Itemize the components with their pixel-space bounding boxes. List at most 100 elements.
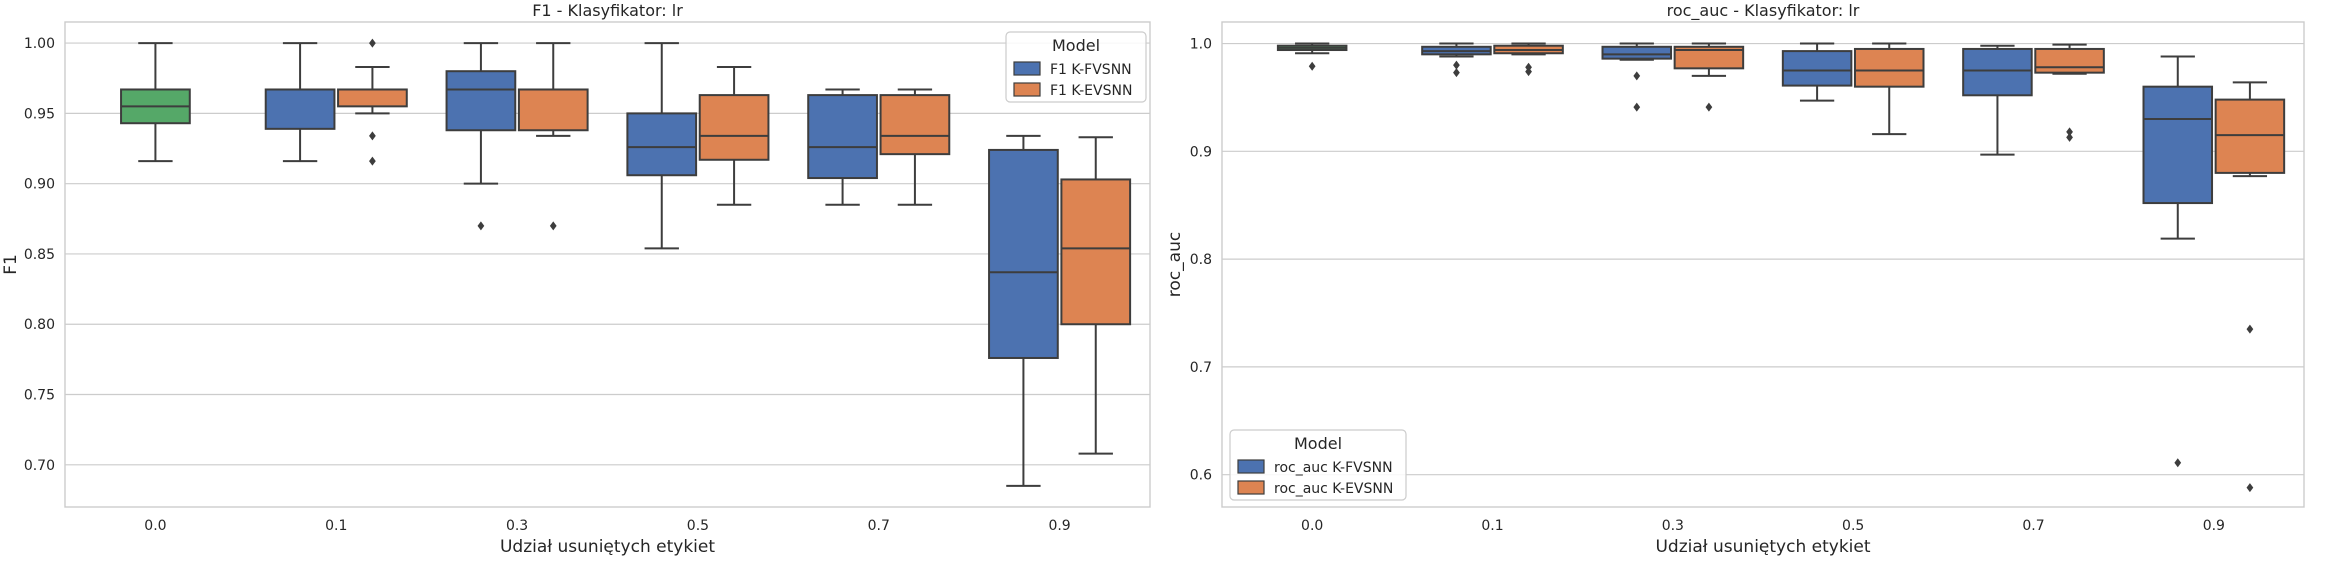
box-roc_auc-k-fvsnn-0.7 (1962, 44, 2033, 156)
box-flier (2246, 324, 2254, 334)
legend-entry: F1 K-EVSNN (1050, 83, 1132, 99)
box-iqr (517, 88, 589, 132)
x-axis-label: Udział usuniętych etykiet (1655, 537, 1870, 557)
box-flier (1308, 61, 1316, 71)
y-axis-label: roc_auc (1165, 232, 1185, 297)
box-iqr (626, 112, 698, 177)
x-tick-label: 0.5 (1842, 518, 1864, 534)
box-f1-k-evsnn-0.5 (698, 65, 770, 206)
box-f1-k-evsnn-0.1 (337, 38, 408, 166)
box-iqr (2034, 47, 2105, 74)
y-tick-label: 0.85 (24, 247, 55, 263)
box-roc_auc-k-fvsnn-0.1 (1421, 42, 1492, 78)
x-tick-label: 0.3 (506, 518, 528, 534)
box-roc_auc-k-fvsnn-0.3 (1601, 42, 1673, 112)
box-flier (369, 131, 376, 141)
box-roc_auc-k-evsnn-0.9 (2214, 81, 2286, 493)
box-flier (1525, 62, 1532, 72)
legend-entry: F1 K-FVSNN (1050, 62, 1132, 78)
box-flier (1453, 60, 1460, 70)
legend-swatch (1237, 459, 1265, 474)
x-tick-label: 0.7 (2022, 518, 2044, 534)
box-f1-k-evsnn-0.9 (1060, 136, 1132, 455)
box-flier (369, 156, 376, 166)
box-flier (2066, 132, 2073, 142)
box-flier (1453, 68, 1460, 78)
box-iqr (1853, 47, 1925, 88)
box-flier (2174, 458, 2182, 468)
box-f1-k-fvsnn-0.9 (988, 134, 1059, 487)
box-flier (2246, 483, 2254, 493)
box-roc_auc-k-fvsnn-0.9 (2142, 55, 2214, 468)
y-tick-label: 0.90 (24, 177, 55, 193)
x-tick-label: 0.9 (2203, 518, 2225, 534)
box-iqr (264, 88, 336, 130)
box-flier (549, 221, 557, 231)
box-roc_auc-k-evsnn-0.1 (1493, 42, 1564, 77)
box-flier (477, 221, 485, 231)
x-tick-label: 0.5 (687, 518, 709, 534)
y-tick-label: 0.7 (1190, 360, 1212, 376)
box-iqr (2142, 85, 2214, 205)
box-iqr (1781, 50, 1853, 87)
legend-swatch (1013, 82, 1041, 97)
box-iqr (337, 88, 408, 108)
box-flier (1633, 71, 1641, 81)
y-tick-label: 0.9 (1190, 144, 1212, 160)
box-f1-k-fvsnn-0.3 (445, 42, 517, 231)
box-f1-k-fvsnn-0.1 (264, 42, 336, 163)
chart-roc-auc: 0.6 0.7 0.8 0.9 1.0 0.0 0.1 0.3 0.5 0.7 0.9 roc_auc… (1165, 1, 2305, 557)
legend: Model F1 K-FVSNN F1 K-EVSNN (1005, 31, 1147, 103)
box-iqr (879, 94, 951, 156)
y-tick-label: 0.75 (24, 388, 55, 404)
box-iqr (1673, 45, 1745, 70)
y-tick-label: 0.95 (24, 106, 55, 122)
x-tick-label: 0.1 (1481, 518, 1503, 534)
box-flier (1705, 102, 1713, 112)
box-roc_auc-k-evsnn-0.7 (2034, 43, 2105, 142)
y-tick-label: 0.70 (24, 458, 55, 474)
x-tick-label: 0.9 (1048, 518, 1070, 534)
x-tick-label: 0.3 (1662, 518, 1684, 534)
plot-frame (1221, 21, 2305, 508)
box-roc_auc-k-evsnn-0.3 (1673, 42, 1745, 112)
box-roc_auc-k-evsnn-0.5 (1853, 42, 1925, 136)
legend-entry: roc_auc K-FVSNN (1274, 460, 1393, 476)
legend-frame (1229, 429, 1407, 501)
box-f1-k-fvsnn-0.7 (807, 88, 878, 206)
x-axis-label: Udział usuniętych etykiet (500, 537, 715, 557)
box-iqr (807, 94, 878, 180)
box-iqr (445, 70, 517, 132)
box-f1-k-evsnn-0.7 (879, 88, 951, 206)
y-tick-label: 1.0 (1190, 37, 1212, 53)
box-flier (2066, 127, 2073, 137)
legend: Model roc_auc K-FVSNN roc_auc K-EVSNN (1229, 429, 1407, 501)
box-f1-k-fvsnn-0.5 (626, 42, 698, 250)
y-tick-label: 0.80 (24, 317, 55, 333)
box-flier (1633, 102, 1641, 112)
legend-swatch (1013, 61, 1041, 76)
box-f1-k-evsnn-0.3 (517, 42, 589, 231)
plot-frame (64, 21, 1151, 508)
box-iqr (1962, 47, 2033, 97)
y-tick-label: 1.00 (24, 36, 55, 52)
legend-entry: roc_auc K-EVSNN (1274, 481, 1393, 497)
x-tick-label: 0.0 (1301, 518, 1323, 534)
box-0.0 (120, 42, 191, 163)
y-tick-label: 0.6 (1190, 468, 1212, 484)
chart-f1: 0.70 0.75 0.80 0.85 0.90 0.95 1.00 0.0 0.1 0.3 0.5… (1, 1, 1151, 557)
legend-frame (1005, 31, 1147, 103)
box-0.0 (1276, 42, 1348, 71)
y-tick-label: 0.8 (1190, 252, 1212, 268)
box-iqr (2214, 98, 2286, 174)
chart-title: roc_auc - Klasyfikator: lr (1667, 1, 1860, 21)
legend-title: Model (1052, 36, 1100, 55)
box-iqr (1060, 178, 1132, 326)
x-tick-label: 0.1 (325, 518, 347, 534)
box-iqr (698, 94, 770, 161)
legend-title: Model (1294, 434, 1342, 453)
x-tick-label: 0.0 (144, 518, 166, 534)
y-axis-label: F1 (1, 254, 21, 275)
box-iqr (988, 148, 1059, 359)
